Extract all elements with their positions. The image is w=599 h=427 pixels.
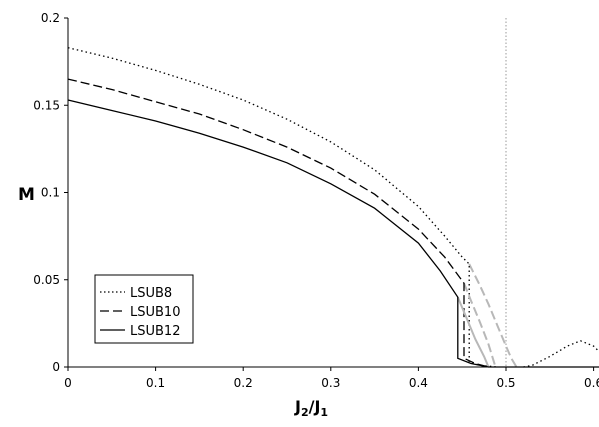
legend-label-lsub10: LSUB10 — [130, 305, 180, 320]
x-tick-label: 0.4 — [409, 376, 428, 390]
y-tick-label: 0.15 — [33, 98, 60, 112]
plot-area: 0 0.1 0.2 0.3 0.4 0.5 0.6 0 0.05 0.1 0.15 0.2 — [33, 11, 599, 390]
y-ticks: 0 0.05 0.1 0.15 0.2 — [33, 11, 68, 374]
series-lsub8-line — [67, 47, 498, 368]
y-tick-label: 0.1 — [41, 186, 60, 200]
series-lsub12-extension — [456, 296, 490, 368]
legend: LSUB8 LSUB10 LSUB12 — [94, 274, 194, 344]
y-tick-label: 0 — [52, 360, 60, 374]
series-layer — [67, 47, 599, 368]
x-tick-label: 0.1 — [146, 376, 165, 390]
x-axis-title-base: J — [294, 397, 301, 416]
series-lsub10-extension — [463, 282, 497, 368]
y-axis-title: M — [18, 185, 35, 205]
x-axis-title-sub2: 1 — [320, 406, 328, 419]
x-ticks: 0 0.1 0.2 0.3 0.4 0.5 0.6 — [64, 367, 599, 390]
x-tick-label: 0.3 — [321, 376, 340, 390]
x-tick-label: 0.5 — [496, 376, 515, 390]
legend-label-lsub8: LSUB8 — [130, 286, 172, 301]
series-lsub8-extension — [468, 263, 518, 368]
x-axis-title-sep: /J — [309, 397, 321, 416]
x-axis-title: J2/J1 — [294, 397, 328, 419]
series-lsub12-line — [67, 99, 599, 368]
series-lsub10-line — [67, 78, 489, 368]
y-tick-label: 0.05 — [33, 273, 60, 287]
x-tick-label: 0.2 — [234, 376, 253, 390]
x-axis-title-sub1: 2 — [301, 406, 309, 419]
series-lsub8-bump — [523, 340, 599, 368]
x-tick-label: 0 — [64, 376, 72, 390]
legend-box — [94, 274, 194, 344]
x-tick-label: 0.6 — [584, 376, 599, 390]
y-tick-label: 0.2 — [41, 11, 60, 25]
legend-label-lsub12: LSUB12 — [130, 324, 180, 339]
